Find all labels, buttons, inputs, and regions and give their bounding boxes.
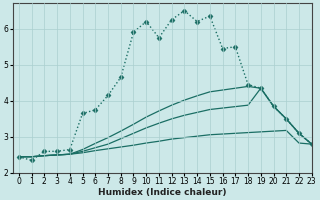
X-axis label: Humidex (Indice chaleur): Humidex (Indice chaleur) [98, 188, 226, 197]
